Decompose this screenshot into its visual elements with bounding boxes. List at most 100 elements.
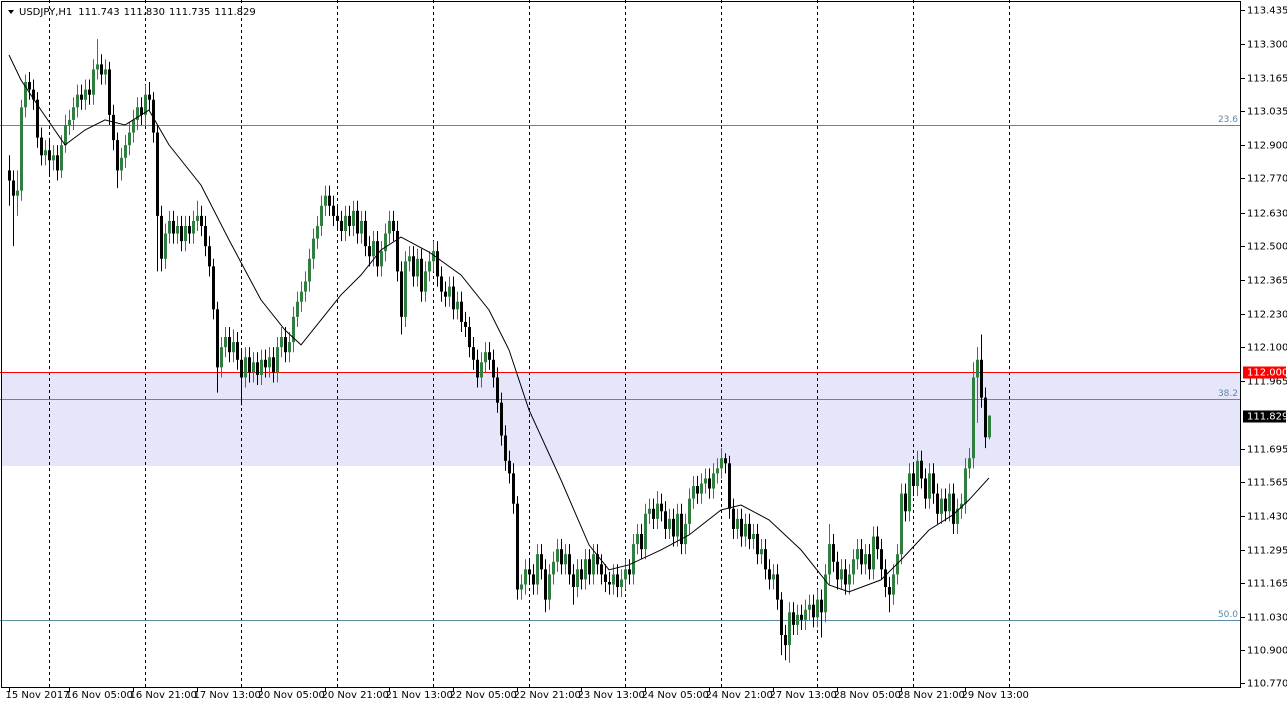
candle-body [688, 498, 691, 524]
candle-body [852, 559, 855, 575]
candle-body [848, 574, 851, 585]
candle-body [248, 357, 251, 373]
candle-body [228, 337, 231, 353]
candle-body [564, 554, 567, 565]
candle-body [392, 220, 395, 232]
y-tick-label: 111.295 [1247, 546, 1287, 557]
candle-body [520, 584, 523, 590]
fib-label: 50.0 [1218, 610, 1238, 620]
candle-body [80, 94, 83, 100]
candle-body [512, 473, 515, 504]
candle-body [440, 276, 443, 292]
candle-body [728, 463, 731, 509]
candle-body [684, 523, 687, 545]
candle-body [836, 561, 839, 580]
candle-body [256, 362, 259, 375]
candle-body [400, 271, 403, 317]
current-price-box [1243, 410, 1286, 423]
candle-body [912, 473, 915, 487]
candle-body [100, 64, 103, 75]
candle-body [364, 220, 367, 247]
y-tick-label: 111.165 [1247, 579, 1287, 590]
candle-body [180, 225, 183, 242]
candle-body [452, 286, 455, 310]
candle-body [868, 554, 871, 570]
candle-body [476, 359, 479, 378]
candle-body [12, 180, 15, 196]
candle-body [596, 554, 599, 565]
y-tick-label: 112.500 [1247, 242, 1287, 253]
candle-body [788, 612, 791, 646]
candle-body [460, 301, 463, 322]
x-tick-label: 20 Nov 05:00 [258, 690, 325, 701]
candle-body [320, 205, 323, 226]
candle-body [420, 258, 423, 292]
candle-body [936, 493, 939, 514]
candle-body [832, 544, 835, 562]
candle-body [536, 554, 539, 585]
candle-body [208, 246, 211, 267]
candle-body [768, 569, 771, 580]
candle-body [172, 220, 175, 234]
candle-body [272, 357, 275, 373]
candle-body [588, 559, 591, 575]
candle-body [204, 225, 207, 247]
candle-body [336, 215, 339, 221]
candle-body [112, 114, 115, 141]
candle-body [472, 347, 475, 360]
y-tick-label: 110.900 [1247, 646, 1287, 657]
candle-body [524, 569, 527, 585]
candle-body [764, 549, 767, 570]
fib-label: 23.6 [1218, 115, 1238, 125]
candle-body [132, 119, 135, 133]
candle-body [220, 347, 223, 368]
candle-body [680, 513, 683, 545]
candle-body [676, 513, 679, 537]
candle-body [20, 107, 23, 191]
candle-body [152, 99, 155, 133]
candle-body [544, 569, 547, 600]
candle-body [616, 574, 619, 588]
candle-body [944, 498, 947, 512]
candle-body [24, 82, 27, 108]
candle-body [624, 569, 627, 580]
candle-body [872, 536, 875, 570]
chart-header: USDJPY,H1 111.743 111.830 111.735 111.829 [19, 7, 256, 18]
candle-body [56, 155, 59, 171]
x-tick-label: 16 Nov 05:00 [66, 690, 133, 701]
x-tick-label: 23 Nov 13:00 [578, 690, 645, 701]
candle-body [824, 574, 827, 613]
candle-body [948, 493, 951, 512]
y-tick-label: 111.565 [1247, 478, 1287, 489]
candle-body [660, 503, 663, 512]
candle-body [292, 316, 295, 343]
candle-body [800, 614, 803, 620]
candle-body [480, 362, 483, 378]
candle-body [864, 554, 867, 565]
y-tick-label: 112.770 [1247, 174, 1287, 185]
candle-body [972, 377, 975, 459]
candle-body [744, 523, 747, 537]
candle-body [92, 69, 95, 95]
header-low: 111.735 [169, 7, 210, 18]
candle-body [888, 587, 891, 595]
y-tick-label: 112.900 [1247, 141, 1287, 152]
candle-body [780, 599, 783, 635]
candle-body [148, 94, 151, 100]
candle-body [528, 569, 531, 575]
candle-body [36, 99, 39, 138]
candle-body [928, 473, 931, 499]
candle-body [284, 337, 287, 353]
zone [2, 372, 1240, 467]
menu-arrow[interactable] [8, 10, 14, 14]
candle-body [140, 107, 143, 115]
candle-body [552, 561, 555, 575]
candle-body [968, 458, 971, 469]
candle-body [636, 533, 639, 545]
candle-body [324, 195, 327, 206]
candle-body [136, 107, 139, 120]
symbol: USDJPY,H1 [19, 7, 72, 18]
candle-body [316, 225, 319, 239]
candle-body [932, 473, 935, 494]
